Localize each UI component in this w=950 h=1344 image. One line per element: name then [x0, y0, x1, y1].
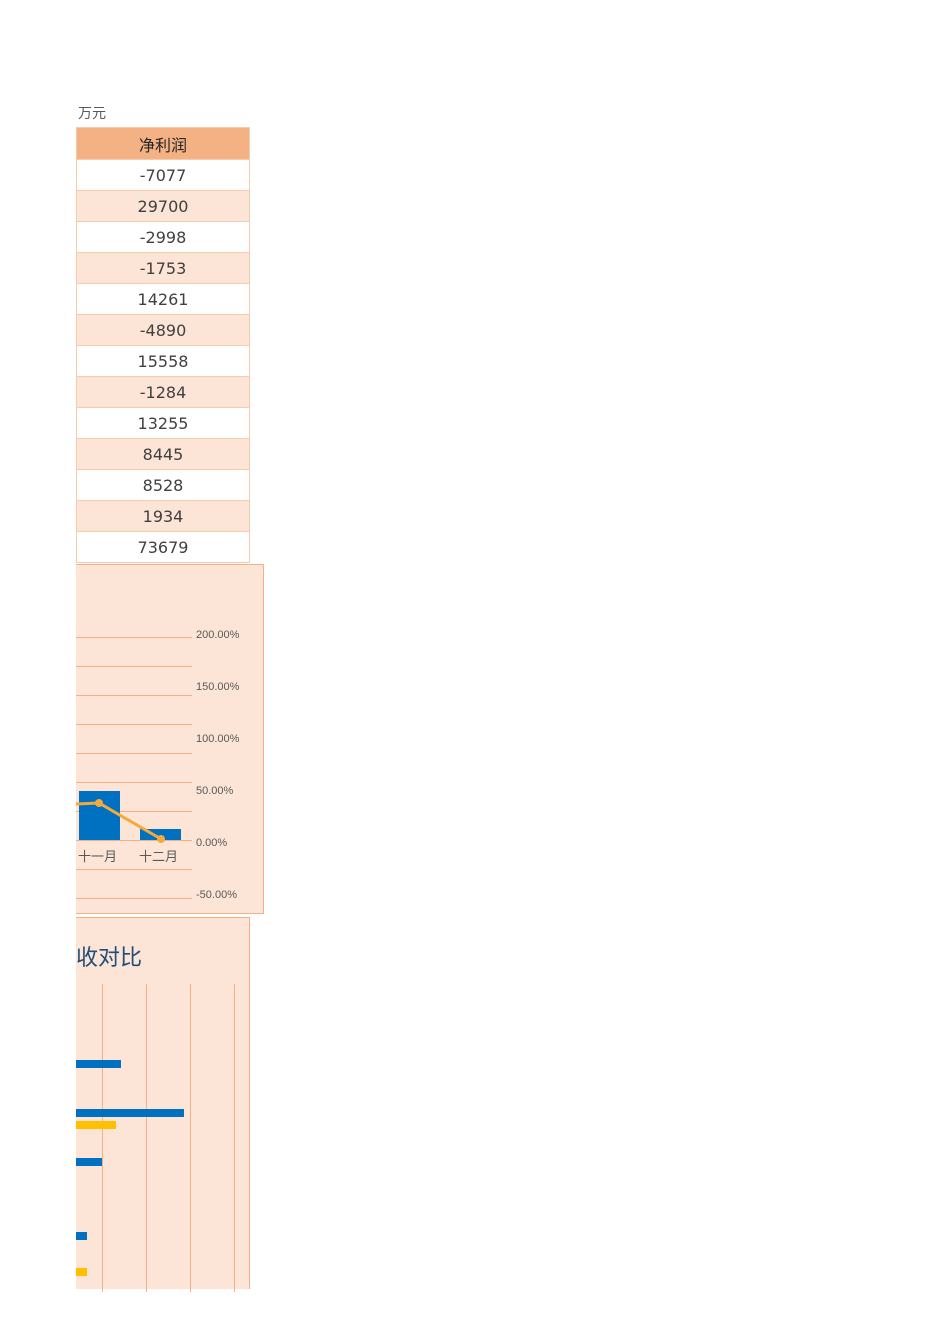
ratio-line: [76, 799, 165, 843]
gridline: [76, 898, 192, 899]
bar-blue: [76, 1109, 184, 1117]
gridline: [76, 840, 192, 841]
y-axis-tick: 200.00%: [196, 629, 240, 641]
gridline: [234, 984, 235, 1292]
gridline: [76, 637, 192, 638]
table-cell: 13255: [76, 407, 250, 439]
bar-blue: [76, 1232, 87, 1240]
table-cell: 15558: [76, 345, 250, 377]
column-header-net-profit: 净利润: [76, 127, 250, 160]
table-cell: -1284: [76, 376, 250, 408]
bar-blue: [76, 1060, 121, 1068]
gridline: [76, 811, 192, 812]
table-cell: 1934: [76, 500, 250, 532]
gridline: [76, 695, 192, 696]
y-axis-tick: 100.00%: [196, 733, 240, 745]
gridline: [102, 984, 103, 1292]
bar-gold: [76, 1268, 87, 1276]
y-axis-tick: -50.00%: [196, 889, 237, 901]
bar-december: [140, 829, 181, 840]
table-cell: 29700: [76, 190, 250, 222]
table-cell: -2998: [76, 221, 250, 253]
gridline: [190, 984, 191, 1292]
unit-label: 万元: [78, 106, 106, 122]
table-cell: 14261: [76, 283, 250, 315]
y-axis-tick: 150.00%: [196, 681, 240, 693]
gridline: [76, 869, 192, 870]
table-cell: -1753: [76, 252, 250, 284]
comparison-bar-chart: 收对比: [76, 917, 250, 1292]
gridline: [76, 724, 192, 725]
y-axis-tick: 50.00%: [196, 785, 234, 797]
table-cell: -7077: [76, 159, 250, 191]
gridline: [146, 984, 147, 1292]
x-axis-label: 十二月: [139, 850, 179, 865]
x-axis-label: 十一月: [78, 850, 118, 865]
net-profit-table: 净利润 -7077 29700 -2998 -1753 14261 -4890 …: [76, 127, 250, 563]
gridline: [76, 666, 192, 667]
profit-combo-chart: 200.00% 150.00% 100.00% 50.00% 0.00% -50…: [76, 564, 264, 914]
table-cell: 8445: [76, 438, 250, 470]
y-axis-tick: 0.00%: [196, 837, 228, 849]
gridline: [76, 782, 192, 783]
table-cell: -4890: [76, 314, 250, 346]
table-cell: 8528: [76, 469, 250, 501]
bar-blue: [76, 1158, 102, 1166]
gridline: [76, 753, 192, 754]
table-cell: 73679: [76, 531, 250, 563]
bar-gold: [76, 1121, 116, 1129]
chart-title: 收对比: [76, 946, 143, 971]
